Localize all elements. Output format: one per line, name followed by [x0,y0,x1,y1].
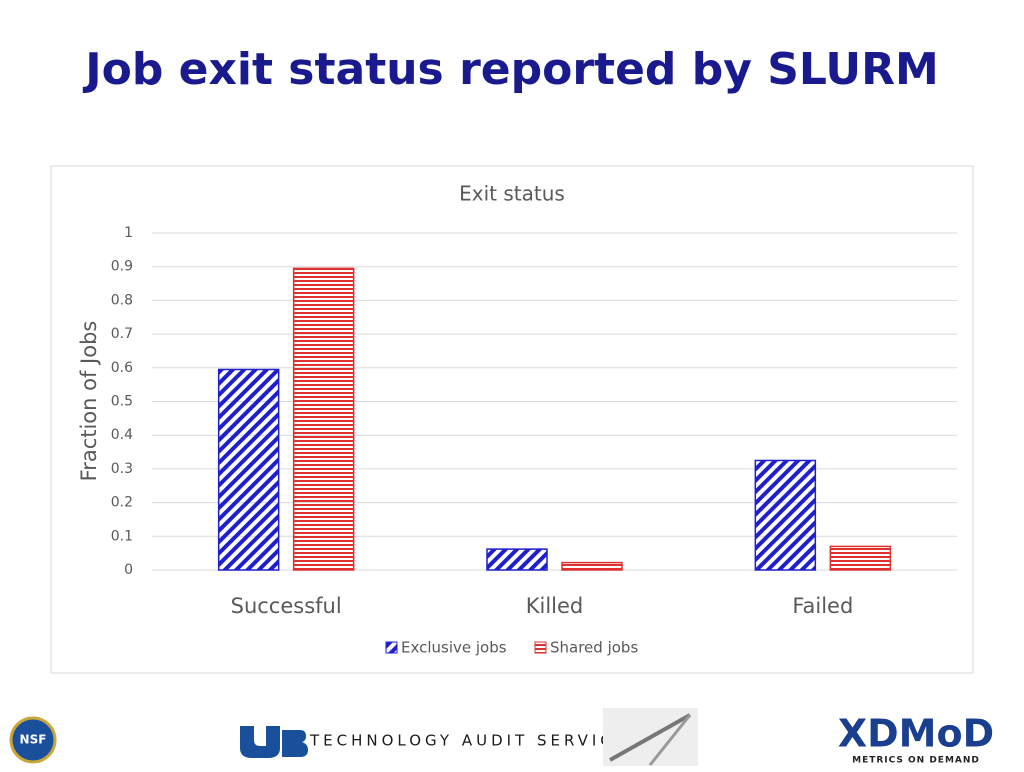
y-tick-label: 0.2 [111,495,133,511]
y-axis-label: Fraction of Jobs [77,321,101,482]
x-tick-label: Failed [792,594,853,618]
x-tick-label: Successful [231,594,342,618]
nsf-logo [9,716,57,764]
y-tick-label: 0.6 [111,360,133,376]
plot: 0 0.1 0.2 0.3 0.4 0.5 0.6 0.7 0.8 0.9 1 Successful K… [111,225,957,657]
x-tick-label: Killed [526,594,584,618]
bar [754,459,817,571]
y-tick-label: 0.9 [111,259,133,275]
ub-logo [240,726,308,758]
bar [829,545,892,571]
y-tick-label: 0.3 [111,461,133,477]
chart-title: Exit status [459,182,565,206]
bar [292,267,355,571]
chart-frame [50,165,974,674]
legend-label: Exclusive jobs [401,639,507,657]
y-tick-label: 1 [124,225,133,241]
nsf-text: NSF [20,733,47,747]
y-tick-label: 0.8 [111,292,133,308]
y-tick-label: 0.1 [111,528,133,544]
legend-swatch [385,641,398,654]
y-tick-label: 0.7 [111,326,133,342]
y-tick-label: 0 [124,562,133,578]
legend-swatch [534,641,547,654]
compass-image [603,708,698,766]
legend-label: Shared jobs [550,639,638,657]
bar [217,368,280,571]
service-text: TECHNOLOGY AUDIT SERVICE [309,732,628,750]
slide-title: Job exit status reported by SLURM [82,44,939,95]
xdmod-logo: XDMoD [838,712,994,756]
y-tick-label: 0.4 [111,427,133,443]
bar [561,561,623,571]
y-tick-label: 0.5 [111,394,133,410]
bar [486,548,548,571]
xdmod-tagline: METRICS ON DEMAND [852,756,980,766]
